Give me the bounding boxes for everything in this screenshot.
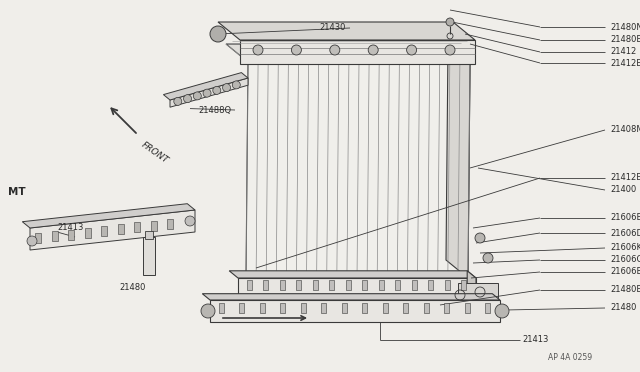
Circle shape — [291, 45, 301, 55]
Text: 21413: 21413 — [57, 224, 83, 232]
Bar — [379, 280, 384, 290]
Polygon shape — [163, 73, 248, 100]
Bar — [84, 228, 91, 238]
Circle shape — [185, 216, 195, 226]
Circle shape — [475, 233, 485, 243]
Text: 21412E: 21412E — [610, 58, 640, 67]
Bar — [301, 303, 306, 313]
Bar — [465, 303, 470, 313]
Text: 21408M: 21408M — [610, 125, 640, 135]
Circle shape — [232, 81, 240, 89]
Bar — [118, 224, 124, 234]
Bar — [444, 303, 449, 313]
Bar — [330, 280, 334, 290]
Circle shape — [184, 94, 191, 103]
Polygon shape — [170, 78, 248, 107]
Bar — [280, 303, 285, 313]
Polygon shape — [458, 283, 498, 298]
Circle shape — [201, 304, 215, 318]
Text: 21606B: 21606B — [610, 267, 640, 276]
Circle shape — [406, 45, 417, 55]
Polygon shape — [229, 271, 476, 278]
Circle shape — [212, 86, 221, 94]
Circle shape — [368, 45, 378, 55]
Bar — [145, 231, 153, 239]
Bar — [296, 280, 301, 290]
Text: 21606E: 21606E — [610, 214, 640, 222]
Text: 21480N: 21480N — [610, 22, 640, 32]
Bar — [362, 280, 367, 290]
Polygon shape — [202, 294, 500, 300]
Text: 21606K: 21606K — [610, 244, 640, 253]
Text: AP 4A 0259: AP 4A 0259 — [548, 353, 592, 362]
Bar — [68, 230, 74, 240]
Bar — [219, 303, 223, 313]
Bar — [395, 280, 400, 290]
Circle shape — [446, 18, 454, 26]
Bar — [134, 222, 140, 232]
Polygon shape — [218, 22, 475, 40]
Bar — [167, 219, 173, 229]
Text: 21412: 21412 — [610, 48, 636, 57]
Bar — [143, 237, 155, 275]
Text: MT: MT — [8, 187, 26, 197]
Circle shape — [253, 45, 263, 55]
Bar — [247, 280, 252, 290]
Text: 21412EA: 21412EA — [610, 173, 640, 183]
Text: 21430: 21430 — [319, 23, 346, 32]
Text: 21488Q: 21488Q — [199, 106, 232, 115]
Polygon shape — [467, 271, 476, 298]
Text: FRONT: FRONT — [140, 140, 170, 165]
Polygon shape — [240, 40, 475, 64]
Circle shape — [445, 45, 455, 55]
Bar — [239, 303, 244, 313]
Bar — [383, 303, 388, 313]
Text: 21480E: 21480E — [610, 35, 640, 45]
Bar — [403, 303, 408, 313]
Bar — [52, 231, 58, 241]
Polygon shape — [22, 204, 195, 228]
Bar — [485, 303, 490, 313]
Text: 21606C: 21606C — [610, 256, 640, 264]
Circle shape — [483, 253, 493, 263]
Bar — [321, 303, 326, 313]
Bar — [362, 303, 367, 313]
Text: 21606D: 21606D — [610, 228, 640, 237]
Text: 21400: 21400 — [610, 186, 636, 195]
Circle shape — [495, 304, 509, 318]
Bar — [412, 280, 417, 290]
Circle shape — [193, 92, 202, 100]
Bar — [35, 233, 41, 243]
Bar — [445, 280, 450, 290]
Polygon shape — [238, 278, 476, 298]
Polygon shape — [246, 62, 470, 278]
Text: 21413: 21413 — [522, 336, 548, 344]
Bar — [342, 303, 347, 313]
Polygon shape — [226, 44, 470, 62]
Bar — [313, 280, 318, 290]
Circle shape — [223, 84, 230, 92]
Text: 21480E: 21480E — [610, 285, 640, 295]
Bar — [260, 303, 265, 313]
Circle shape — [27, 236, 37, 246]
Circle shape — [203, 89, 211, 97]
Circle shape — [330, 45, 340, 55]
Bar — [280, 280, 285, 290]
Bar — [428, 280, 433, 290]
Polygon shape — [210, 300, 500, 322]
Bar — [101, 226, 108, 236]
Circle shape — [210, 26, 226, 42]
Bar — [346, 280, 351, 290]
Bar — [461, 280, 466, 290]
Text: 21480: 21480 — [610, 304, 636, 312]
Bar — [151, 221, 157, 231]
Bar — [264, 280, 268, 290]
Text: 21480: 21480 — [120, 283, 146, 292]
Bar — [424, 303, 429, 313]
Circle shape — [174, 97, 182, 105]
Polygon shape — [30, 210, 195, 250]
Polygon shape — [446, 44, 470, 278]
